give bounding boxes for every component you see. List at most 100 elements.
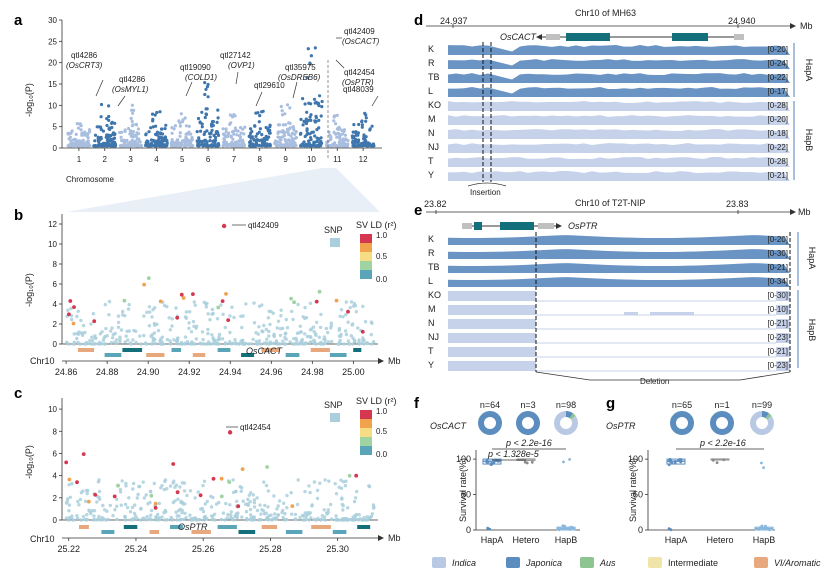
chromosome-label: 10 (307, 155, 316, 164)
manhattan-point (181, 140, 185, 144)
snp-point (189, 330, 194, 334)
panel-b-xaxis-arrow (378, 358, 384, 364)
manhattan-point (285, 103, 290, 107)
snp-point (318, 325, 323, 330)
panel-e-tracks: K [0-20] R [0-30] TB [0-21] L [0-34] KO [0-30] M [0… (428, 234, 790, 373)
annot-6-arrow (292, 81, 298, 99)
panel-f-p2: p < 1.328e-5 (487, 449, 540, 459)
panel-g-ylabel: Survival rate(%) (628, 458, 638, 522)
panel-b-snp-label: SNP (324, 225, 343, 235)
snp-point (201, 337, 205, 342)
manhattan-point (151, 125, 155, 129)
snp-point (124, 334, 128, 338)
snp-point (185, 340, 190, 344)
snp-point (303, 489, 307, 494)
track-range: [0-30] (768, 291, 788, 300)
chromosome-label: 8 (258, 155, 263, 164)
annot-5-arrow (255, 91, 263, 107)
manhattan-point (226, 144, 230, 148)
manhattan-point (156, 143, 160, 147)
manhattan-point (211, 123, 215, 128)
panel-e-exon (474, 222, 482, 230)
snp-point (111, 336, 115, 340)
manhattan-point (100, 144, 105, 148)
annot-3-l1: qtl19090 (180, 63, 211, 72)
snp-point (78, 497, 83, 502)
snp-point (267, 342, 271, 346)
snp-point (176, 336, 180, 340)
chromosome-label: 4 (154, 155, 159, 164)
snp-point (301, 342, 305, 346)
snp-point (237, 341, 241, 346)
manhattan-point (165, 141, 169, 145)
snp-point (323, 518, 327, 522)
snp-point (188, 310, 192, 314)
snp-point (163, 478, 168, 482)
manhattan-point (144, 133, 148, 137)
snp-point (263, 503, 267, 508)
snp-point (371, 503, 376, 507)
manhattan-point (126, 126, 131, 131)
manhattan-point (137, 140, 141, 144)
snp-point (295, 338, 299, 343)
panel-e-xright: 23.83 (726, 199, 749, 209)
snp-point (138, 334, 142, 338)
panel-f-ylabel: Survival rate(%) (458, 458, 468, 522)
gene-feature (123, 525, 138, 529)
annot-2-l1: qtl4286 (119, 75, 146, 84)
snp-point (125, 329, 129, 333)
sv-point (179, 292, 184, 297)
snp-point (148, 489, 153, 494)
panel-d-utr (734, 34, 744, 40)
svg-text:qtl42409(OsCACT): qtl42409 (OsCACT) (342, 27, 380, 46)
snp-point (315, 320, 319, 324)
svg-text:qtl27142(OVP1): qtl27142 (OVP1) (220, 51, 255, 70)
manhattan-point (260, 110, 264, 114)
annot-9-l1: qtl48039 (343, 85, 374, 94)
snp-point (364, 518, 369, 522)
manhattan-point (147, 143, 151, 148)
snp-point (210, 333, 214, 337)
ytick-label: 0 (53, 340, 58, 349)
panel-d-exon (566, 33, 610, 41)
panel-g-yticks: 0 50 100 (628, 454, 648, 535)
snp-point (170, 317, 174, 321)
donut-slice (762, 411, 770, 419)
snp-point (106, 517, 110, 522)
manhattan-point (294, 130, 298, 134)
panel-b-legend-max: 1.0 (376, 231, 388, 240)
annot-5-l1: qtl29610 (254, 81, 285, 90)
manhattan-point (172, 127, 176, 131)
panel-c-xticks: 25.22 25.24 25.26 25.28 25.30 (57, 538, 349, 554)
manhattan-point (301, 97, 305, 101)
snp-point (312, 517, 317, 522)
panel-f: f OsCACT n=64 n=3 n=98 Survival rate(%) 0 5… (414, 395, 580, 545)
track-range: [0-23] (768, 333, 788, 342)
manhattan-point (238, 135, 242, 139)
manhattan-point (105, 133, 109, 137)
snp-point (228, 503, 232, 507)
coverage-track (776, 305, 790, 315)
manhattan-point (158, 131, 162, 135)
snp-point (93, 342, 98, 346)
lead-sv-point (221, 223, 227, 229)
snp-point (334, 492, 339, 496)
snp-point (353, 513, 358, 518)
manhattan-point (299, 131, 303, 135)
ytick-label: 30 (48, 16, 57, 25)
chromosome-label: 1 (77, 155, 82, 164)
annot-8-arrow (335, 59, 345, 69)
track-label: KO (428, 100, 441, 110)
sv-point (67, 312, 71, 317)
manhattan-point (237, 144, 241, 148)
manhattan-point (290, 131, 294, 135)
snp-point (252, 501, 257, 505)
panel-g-p1: p < 2.2e-16 (699, 438, 746, 448)
snp-point (326, 508, 330, 512)
legend-swatch (580, 557, 594, 568)
ytick-label: 20 (48, 59, 57, 68)
snp-point (109, 340, 114, 345)
snp-point (200, 330, 205, 334)
manhattan-point (308, 115, 312, 119)
snp-point (101, 503, 105, 508)
